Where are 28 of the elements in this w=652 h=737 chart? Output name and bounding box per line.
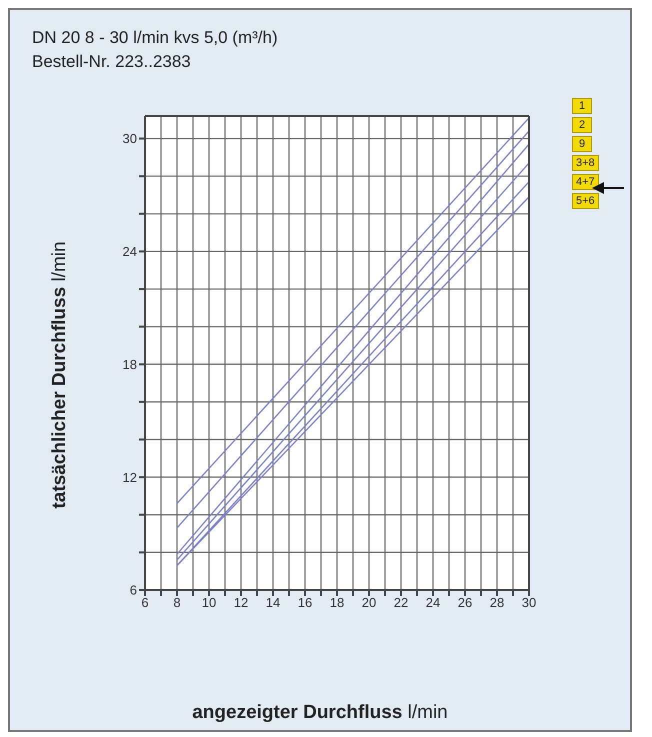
x-tick-label: 26: [458, 595, 472, 610]
y-tick-label: 6: [130, 582, 137, 598]
x-tick-label: 10: [202, 595, 216, 610]
x-tick-label: 12: [234, 595, 248, 610]
x-tick-label: 24: [426, 595, 440, 610]
x-axis-title: angezeigter Durchfluss l/min: [191, 702, 449, 724]
y-tick-label: 24: [122, 244, 137, 260]
x-tick-label: 28: [490, 595, 504, 610]
chart-subtitle: Bestell-Nr. 223..2383: [32, 52, 191, 72]
y-tick-label: 12: [122, 470, 137, 485]
x-tick-label: 18: [330, 595, 344, 610]
text: 5+6: [572, 193, 599, 209]
x-tick-label: 14: [266, 595, 280, 610]
y-tick-label: 18: [122, 356, 137, 372]
y-tick-label: 30: [122, 131, 137, 146]
text: 1: [572, 98, 592, 114]
text: 3+8: [572, 155, 599, 171]
x-tick-label: 16: [298, 595, 312, 610]
x-tick-label: 20: [362, 595, 376, 610]
x-tick-label: 6: [141, 595, 149, 610]
chart-title: DN 20 8 - 30 l/min kvs 5,0 (m³/h): [32, 28, 278, 48]
x-tick-label: 30: [522, 595, 536, 610]
text: 4+7: [572, 174, 599, 190]
text: 2: [572, 117, 592, 133]
x-tick-label: 22: [394, 595, 408, 610]
y-axis-title: tatsächlicher Durchfluss l/min: [49, 241, 71, 509]
x-tick-label: 8: [173, 595, 181, 610]
text: 9: [572, 136, 592, 152]
